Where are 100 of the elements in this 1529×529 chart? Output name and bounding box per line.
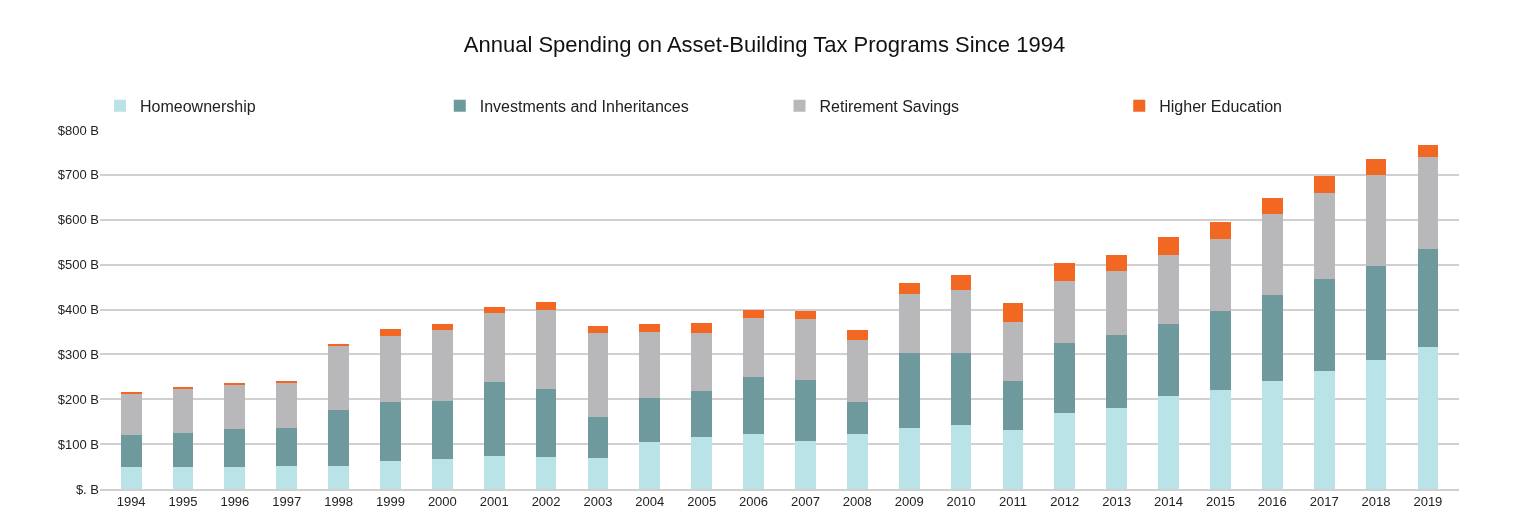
bar	[483, 306, 505, 314]
legend-label: Retirement Savings	[819, 97, 960, 115]
bar	[535, 457, 557, 489]
bar	[1210, 239, 1231, 312]
bar	[639, 398, 661, 443]
bar	[431, 323, 453, 331]
bar	[795, 440, 816, 489]
bar	[483, 456, 505, 489]
bar	[639, 442, 661, 489]
y-tick-label: $500 B	[57, 257, 99, 273]
x-tick-label: 2015	[1205, 494, 1235, 510]
bar	[1261, 198, 1283, 215]
bar	[1417, 156, 1439, 249]
bar	[224, 382, 246, 385]
bar	[587, 457, 609, 489]
x-tick-label: 1999	[376, 494, 405, 510]
bar	[224, 467, 246, 489]
bar	[950, 290, 972, 353]
x-tick-label: 2005	[687, 494, 717, 510]
bar	[1313, 176, 1335, 193]
y-tick-label: $600 B	[57, 212, 99, 228]
bar	[691, 391, 713, 438]
bar	[639, 324, 661, 332]
chart-title: Annual Spending on Asset-Building Tax Programs Since 1994	[463, 32, 1066, 58]
bar	[328, 409, 349, 466]
bar	[691, 437, 713, 489]
x-tick-label: 2004	[635, 494, 665, 510]
bar	[224, 384, 246, 430]
bar	[1106, 271, 1128, 336]
bar	[743, 376, 764, 434]
bar	[1313, 279, 1335, 372]
x-tick-label: 2003	[583, 494, 613, 510]
bar	[380, 402, 401, 462]
bar	[950, 352, 972, 425]
bar	[172, 467, 194, 489]
bar	[1054, 412, 1076, 489]
bar	[743, 433, 764, 489]
bar	[535, 309, 557, 390]
x-tick-label: 2014	[1154, 494, 1183, 510]
x-tick-label: 1996	[220, 494, 250, 510]
x-tick-label: 2019	[1413, 494, 1443, 510]
y-tick-label: $100 B	[57, 436, 99, 452]
bar	[431, 458, 453, 489]
bar	[950, 424, 972, 489]
bar	[1054, 263, 1076, 281]
x-tick-label: 2001	[479, 494, 509, 510]
bar	[431, 400, 453, 459]
bar	[483, 313, 505, 383]
bar	[1210, 311, 1231, 390]
y-tick-label: $300 B	[57, 346, 99, 362]
x-tick-label: 2010	[946, 494, 976, 510]
x-tick-label: 1997	[272, 494, 302, 510]
bar	[950, 275, 972, 291]
legend-label: Homeownership	[140, 97, 256, 115]
bar	[483, 382, 505, 457]
bar	[743, 309, 764, 319]
bar	[328, 346, 349, 410]
bar	[1417, 248, 1439, 348]
x-tick-label: 1998	[324, 494, 354, 510]
bar	[898, 427, 920, 489]
x-tick-label: 1995	[168, 494, 198, 510]
bar	[1210, 221, 1231, 240]
bar	[1106, 335, 1128, 408]
bar	[691, 332, 713, 392]
bar	[172, 388, 194, 433]
bar	[898, 283, 920, 294]
x-tick-label: 2009	[894, 494, 924, 510]
bar	[1261, 295, 1283, 382]
bar	[120, 467, 142, 489]
x-tick-label: 2017	[1309, 494, 1339, 510]
y-tick-label: $800 B	[57, 122, 99, 138]
bar	[639, 331, 661, 399]
bar	[795, 310, 816, 320]
bar	[380, 461, 401, 489]
bar	[846, 433, 868, 489]
bar	[120, 393, 142, 436]
bar	[380, 336, 401, 403]
bar	[1365, 174, 1387, 266]
x-tick-label: 2006	[739, 494, 769, 510]
bar	[1313, 371, 1335, 489]
bar	[1002, 430, 1024, 489]
bar	[795, 380, 816, 441]
bar	[691, 323, 713, 333]
bar	[1054, 280, 1076, 343]
y-tick-label: $700 B	[57, 167, 99, 183]
bar	[1365, 265, 1387, 360]
bar	[1158, 254, 1179, 325]
x-tick-label: 2018	[1361, 494, 1391, 510]
x-tick-label: 2000	[427, 494, 457, 510]
bar	[1106, 407, 1128, 489]
x-tick-label: 2012	[1050, 494, 1080, 510]
bar	[1158, 237, 1179, 255]
y-tick-label: $200 B	[57, 391, 99, 407]
bar	[1365, 158, 1387, 175]
bar	[1365, 359, 1387, 489]
bar	[846, 330, 868, 340]
bar	[846, 339, 868, 403]
bar	[898, 352, 920, 428]
x-tick-label: 2007	[790, 494, 820, 510]
bar	[276, 382, 298, 428]
